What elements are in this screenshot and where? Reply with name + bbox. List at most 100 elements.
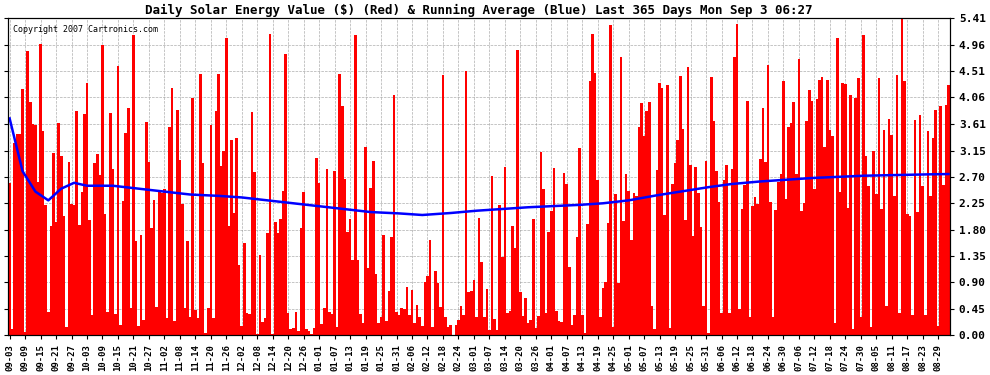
- Bar: [676, 140, 679, 335]
- Bar: [220, 166, 223, 335]
- Bar: [679, 76, 681, 335]
- Bar: [483, 317, 485, 335]
- Bar: [491, 176, 493, 335]
- Bar: [302, 192, 305, 335]
- Bar: [888, 119, 890, 335]
- Bar: [158, 190, 160, 335]
- Bar: [361, 322, 364, 335]
- Bar: [578, 148, 581, 335]
- Bar: [424, 282, 426, 335]
- Bar: [859, 317, 862, 335]
- Bar: [906, 214, 909, 335]
- Bar: [449, 325, 452, 335]
- Bar: [917, 212, 919, 335]
- Bar: [857, 78, 859, 335]
- Bar: [429, 240, 432, 335]
- Bar: [736, 24, 739, 335]
- Bar: [367, 268, 369, 335]
- Bar: [844, 84, 846, 335]
- Bar: [746, 100, 748, 335]
- Bar: [560, 322, 563, 335]
- Bar: [230, 140, 233, 335]
- Bar: [276, 233, 279, 335]
- Bar: [655, 170, 658, 335]
- Bar: [753, 197, 756, 335]
- Bar: [125, 133, 127, 335]
- Bar: [837, 38, 839, 335]
- Bar: [478, 217, 480, 335]
- Bar: [829, 130, 832, 335]
- Bar: [263, 318, 266, 335]
- Bar: [718, 202, 721, 335]
- Bar: [547, 232, 550, 335]
- Bar: [8, 183, 11, 335]
- Bar: [552, 168, 555, 335]
- Bar: [875, 194, 877, 335]
- Bar: [135, 241, 138, 335]
- Bar: [78, 225, 80, 335]
- Bar: [940, 106, 942, 335]
- Bar: [465, 71, 467, 335]
- Bar: [57, 123, 60, 335]
- Bar: [148, 162, 150, 335]
- Bar: [445, 317, 446, 335]
- Bar: [648, 102, 650, 335]
- Bar: [434, 271, 437, 335]
- Bar: [756, 204, 759, 335]
- Bar: [223, 151, 225, 335]
- Bar: [194, 309, 197, 335]
- Bar: [883, 130, 885, 335]
- Bar: [279, 219, 282, 335]
- Bar: [692, 236, 694, 335]
- Bar: [387, 291, 390, 335]
- Bar: [390, 237, 393, 335]
- Bar: [446, 327, 449, 335]
- Bar: [769, 202, 772, 335]
- Bar: [661, 87, 663, 335]
- Bar: [199, 74, 202, 335]
- Bar: [241, 326, 244, 335]
- Bar: [527, 323, 530, 335]
- Bar: [101, 45, 104, 335]
- Bar: [70, 204, 73, 335]
- Bar: [663, 215, 666, 335]
- Bar: [589, 81, 591, 335]
- Bar: [14, 142, 16, 335]
- Bar: [694, 167, 697, 335]
- Bar: [819, 80, 821, 335]
- Bar: [681, 129, 684, 335]
- Bar: [650, 306, 653, 335]
- Bar: [326, 169, 328, 335]
- Bar: [331, 314, 334, 335]
- Bar: [721, 313, 723, 335]
- Bar: [700, 226, 702, 335]
- Bar: [130, 308, 132, 335]
- Bar: [544, 313, 547, 335]
- Bar: [877, 78, 880, 335]
- Bar: [870, 327, 872, 335]
- Bar: [511, 226, 514, 335]
- Bar: [163, 189, 165, 335]
- Bar: [697, 193, 700, 335]
- Bar: [538, 316, 540, 335]
- Bar: [266, 233, 269, 335]
- Bar: [210, 125, 212, 335]
- Bar: [411, 290, 413, 335]
- Bar: [658, 83, 661, 335]
- Bar: [462, 315, 465, 335]
- Bar: [271, 334, 274, 335]
- Bar: [517, 50, 519, 335]
- Bar: [34, 124, 37, 335]
- Bar: [122, 201, 125, 335]
- Bar: [565, 184, 568, 335]
- Bar: [16, 134, 19, 335]
- Bar: [289, 329, 292, 335]
- Bar: [419, 317, 421, 335]
- Bar: [143, 320, 146, 335]
- Bar: [922, 186, 924, 335]
- Bar: [643, 136, 645, 335]
- Bar: [846, 208, 849, 335]
- Bar: [522, 316, 525, 335]
- Bar: [300, 228, 302, 335]
- Bar: [313, 328, 315, 335]
